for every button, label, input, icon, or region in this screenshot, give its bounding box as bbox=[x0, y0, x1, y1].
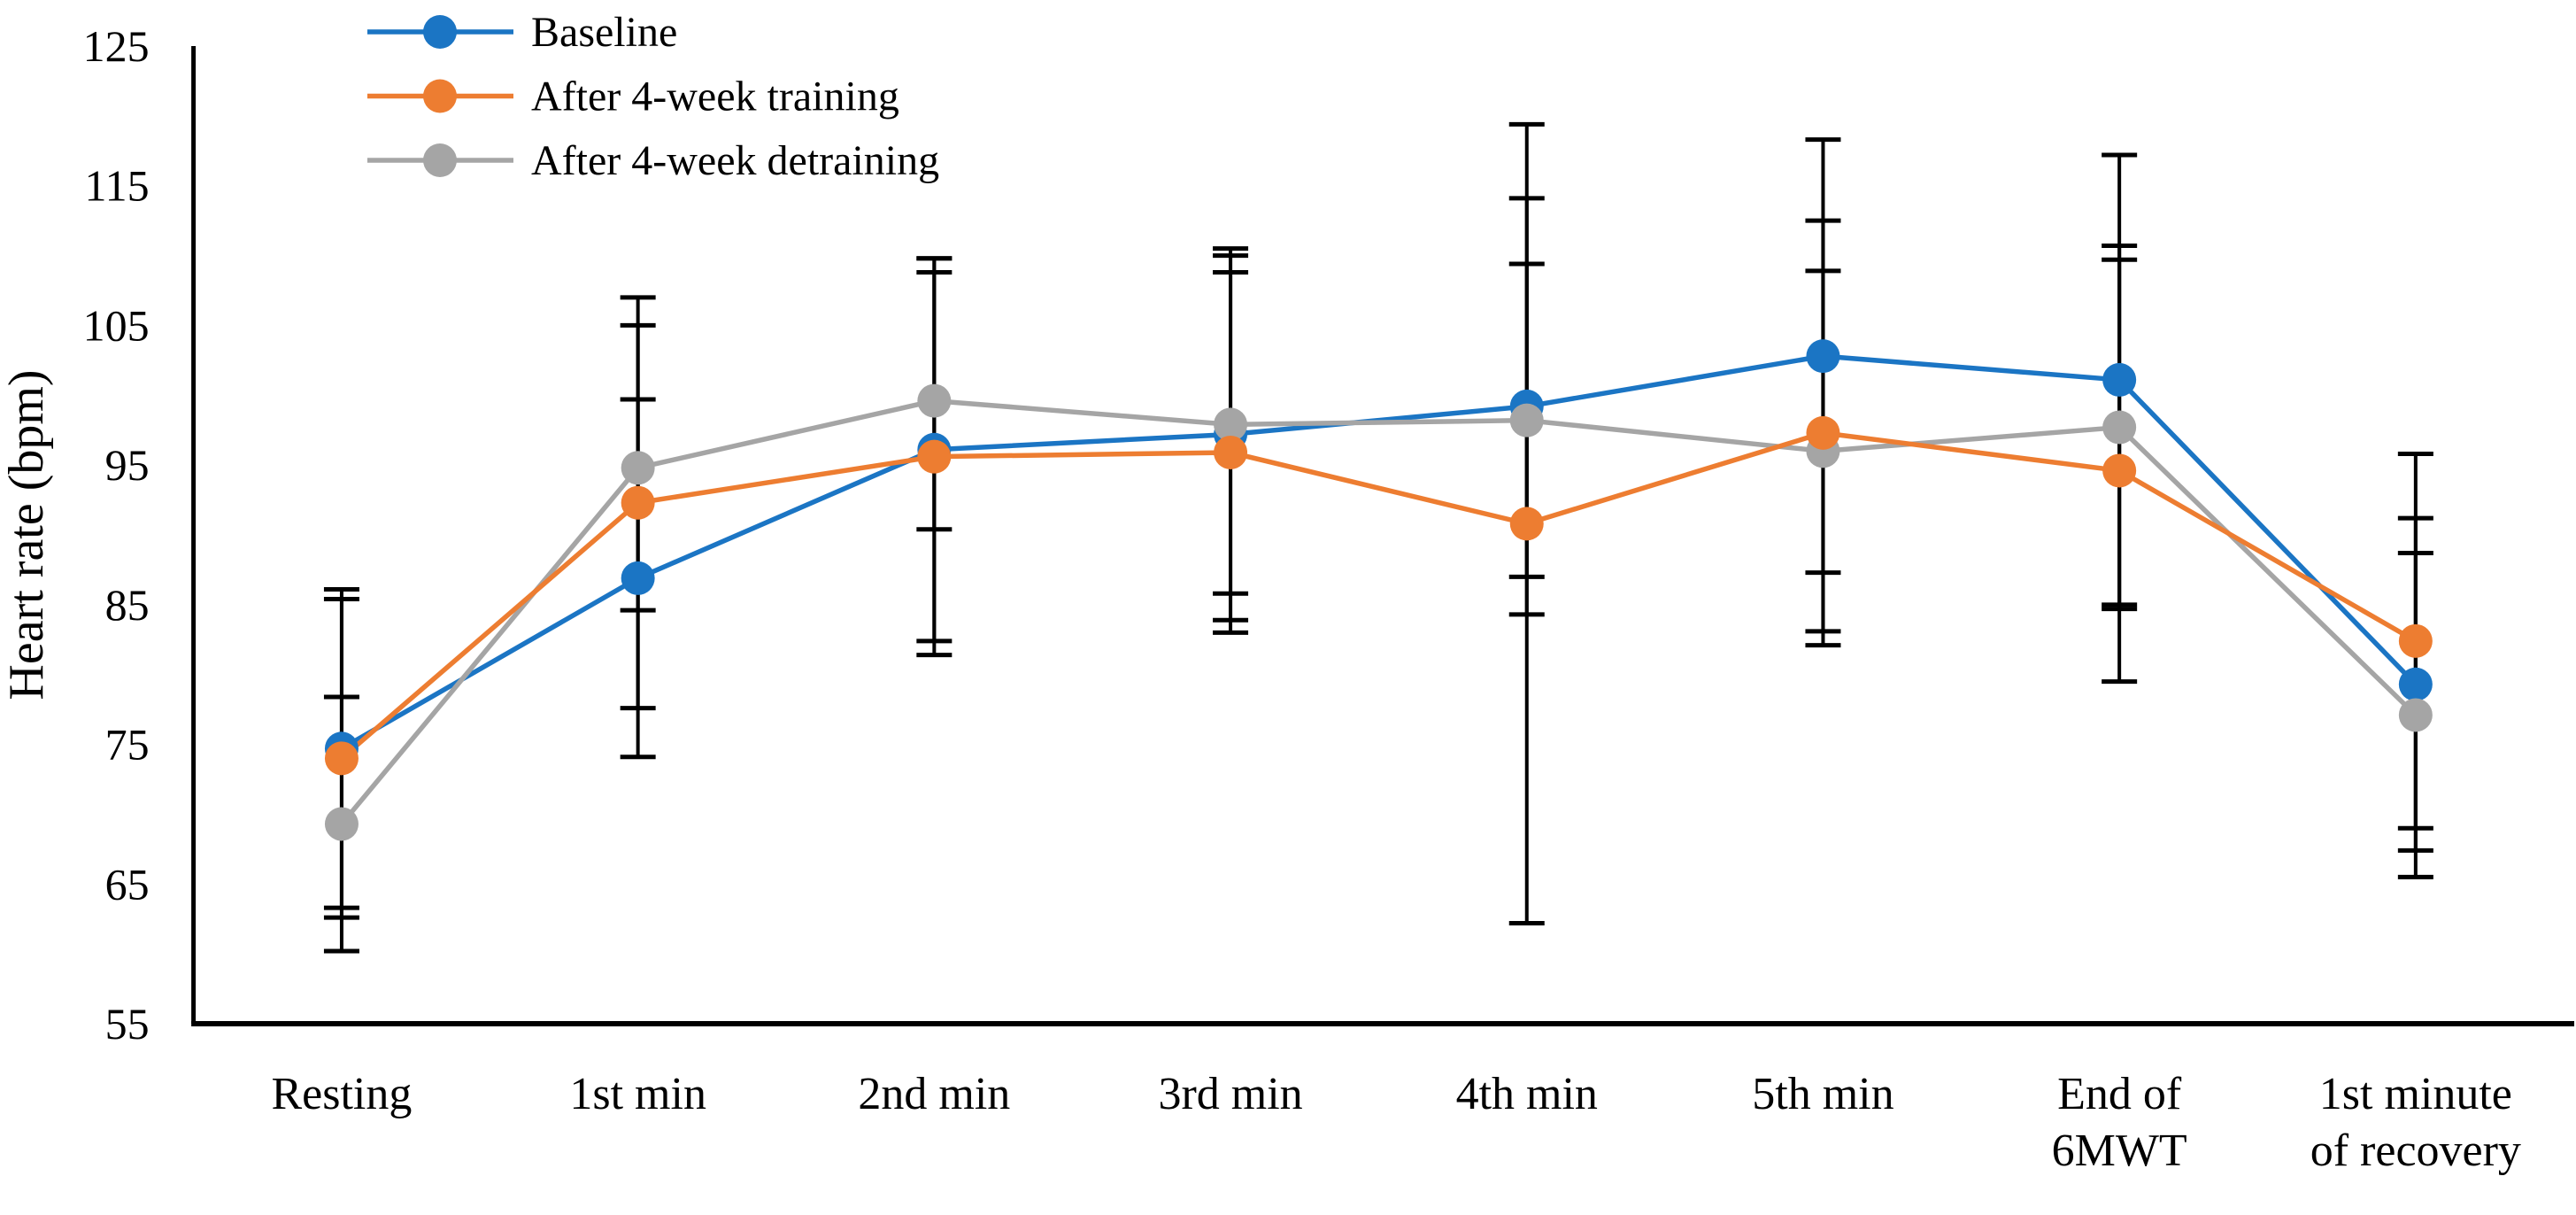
data-point-marker bbox=[1806, 415, 1840, 450]
data-point-marker bbox=[621, 561, 655, 595]
legend-marker-icon bbox=[423, 143, 457, 177]
data-point-marker bbox=[1509, 403, 1544, 437]
data-point-marker bbox=[2398, 623, 2433, 658]
x-category-label: 2nd min bbox=[858, 1069, 1010, 1119]
x-category-label: 3rd min bbox=[1158, 1069, 1302, 1119]
legend-item-label: After 4-week detraining bbox=[531, 137, 939, 184]
data-point-marker bbox=[2102, 362, 2137, 397]
y-tick-label: 75 bbox=[105, 720, 150, 770]
legend-item-label: After 4-week training bbox=[531, 74, 899, 120]
y-tick-label: 95 bbox=[105, 440, 150, 490]
data-point-marker bbox=[1214, 407, 1248, 442]
x-category-label: 6MWT bbox=[2052, 1126, 2187, 1176]
y-tick-label: 55 bbox=[105, 999, 150, 1049]
x-category-label: 4th min bbox=[1456, 1069, 1598, 1119]
data-point-marker bbox=[1214, 435, 1248, 469]
legend-marker-icon bbox=[423, 79, 457, 113]
data-point-marker bbox=[1806, 339, 1840, 374]
x-category-label: 1st min bbox=[569, 1069, 706, 1119]
data-point-marker bbox=[621, 451, 655, 485]
data-point-marker bbox=[324, 741, 359, 776]
y-axis-title: Heart rate (bpm) bbox=[0, 369, 54, 700]
data-point-marker bbox=[1509, 507, 1544, 541]
x-category-label: End of bbox=[2057, 1069, 2182, 1119]
x-category-label: 1st minute bbox=[2319, 1069, 2512, 1119]
series-line bbox=[339, 398, 2418, 827]
data-point-marker bbox=[324, 807, 359, 841]
data-point-marker bbox=[2102, 410, 2137, 445]
y-tick-label: 105 bbox=[83, 300, 150, 350]
x-category-label: Resting bbox=[271, 1069, 412, 1119]
data-point-marker bbox=[917, 439, 952, 474]
y-tick-label: 125 bbox=[83, 21, 150, 71]
data-point-marker bbox=[621, 485, 655, 520]
y-tick-label: 65 bbox=[105, 859, 150, 909]
y-tick-label: 85 bbox=[105, 580, 150, 630]
data-point-marker bbox=[2102, 453, 2137, 488]
y-tick-label: 115 bbox=[84, 161, 149, 211]
data-point-marker bbox=[2398, 698, 2433, 732]
series-line bbox=[339, 430, 2418, 762]
x-category-label: of recovery bbox=[2310, 1126, 2521, 1176]
legend-item-label: Baseline bbox=[531, 9, 677, 56]
data-point-marker bbox=[2398, 667, 2433, 701]
data-point-marker bbox=[917, 383, 952, 418]
legend-marker-icon bbox=[423, 15, 457, 49]
series-line bbox=[339, 353, 2418, 752]
x-category-label: 5th min bbox=[1752, 1069, 1893, 1119]
